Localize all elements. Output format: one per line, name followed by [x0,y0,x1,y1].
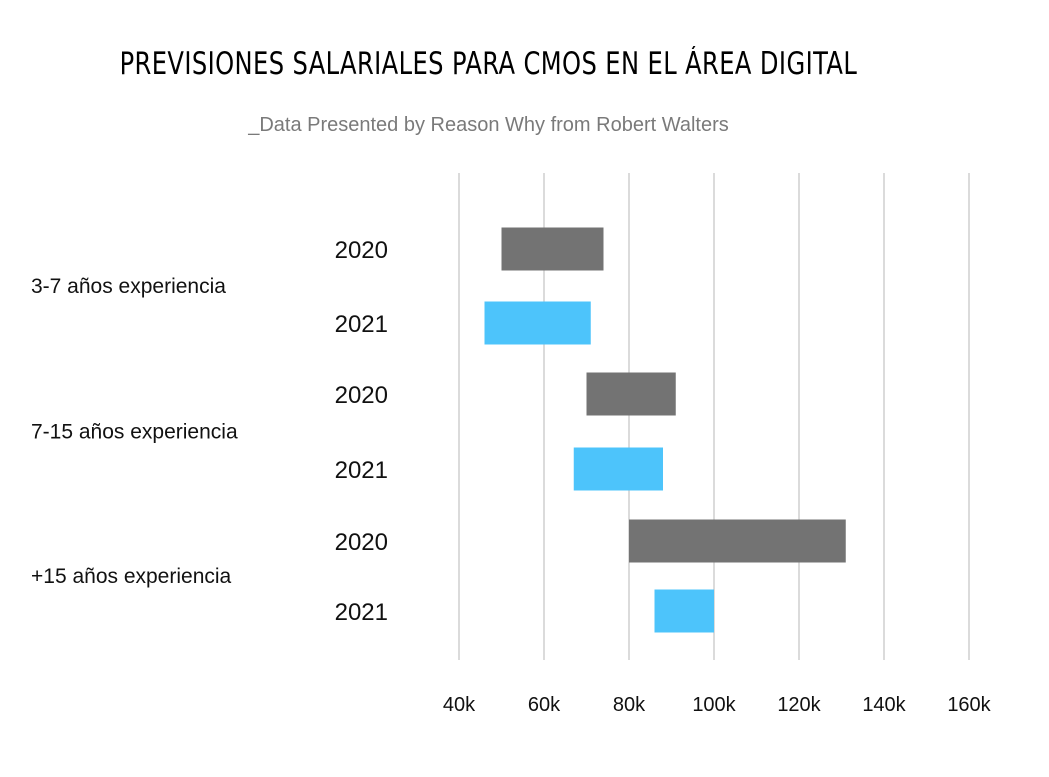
x-axis-ticks: 40k 60k 80k 100k 120k 140k 160k [443,694,992,716]
year-label: 2020 [335,382,388,409]
x-tick-label: 40k [443,694,476,716]
range-bar-2021 [573,447,663,491]
range-bar-2020 [501,227,604,271]
chart-subtitle: _Data Presented by Reason Why from Rober… [248,114,729,136]
range-bar-2021 [654,589,714,633]
range-bar-2020 [586,372,676,416]
year-label: 2021 [335,599,388,626]
group-label: 3-7 años experiencia [31,275,226,298]
group-label: +15 años experiencia [31,565,232,588]
x-tick-label: 60k [528,694,561,716]
bars [484,227,846,633]
x-tick-label: 80k [613,694,646,716]
year-label: 2021 [335,311,388,338]
chart-title: PREVISIONES SALARIALES PARA CMOS EN EL Á… [119,46,858,82]
x-tick-label: 120k [777,694,821,716]
x-tick-label: 100k [692,694,736,716]
x-tick-label: 160k [947,694,991,716]
year-label: 2020 [335,237,388,264]
range-bar-2021 [484,301,591,345]
range-bar-2020 [629,519,846,563]
x-tick-label: 140k [862,694,906,716]
category-labels: 2020 2021 3-7 años experiencia 2020 2021 7-15… [31,237,388,626]
group-label: 7-15 años experiencia [31,421,238,444]
grid-lines [458,173,970,660]
year-label: 2021 [335,457,388,484]
year-label: 2020 [335,529,388,556]
